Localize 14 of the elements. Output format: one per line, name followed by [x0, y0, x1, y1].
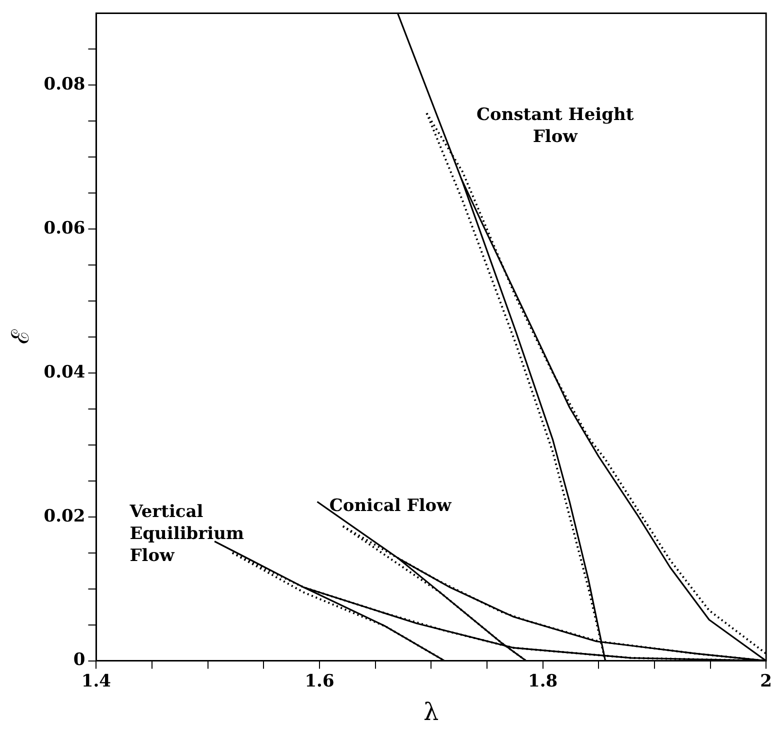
x-tick-label: 1.6 — [304, 671, 334, 692]
annotation: Vertical Equilibrium Flow — [128, 502, 244, 566]
y-axis-title: ℰ — [6, 329, 35, 344]
y-tick-label: 0.04 — [44, 362, 86, 382]
y-tick-label: 0.06 — [44, 218, 86, 238]
annotation: Constant Height Flow — [476, 104, 634, 147]
annotation: Conical Flow — [329, 496, 452, 516]
x-tick-label: 1.8 — [528, 671, 558, 692]
y-tick-label: 0.02 — [44, 506, 86, 526]
x-tick-label: 2 — [760, 671, 772, 692]
y-tick-label: 0 — [73, 650, 86, 670]
y-tick-label: 0.08 — [44, 74, 86, 95]
x-tick-label: 1.4 — [81, 671, 112, 692]
x-axis-title: λ — [424, 698, 439, 726]
